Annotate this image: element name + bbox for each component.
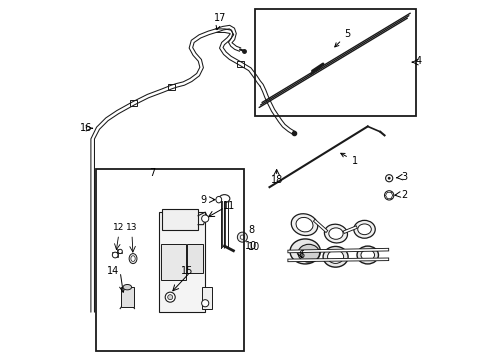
Ellipse shape [295, 217, 312, 232]
Bar [201, 287, 212, 309]
Bar [162, 208, 198, 230]
Text: 5: 5 [334, 29, 350, 47]
Circle shape [201, 215, 208, 222]
Bar [186, 244, 203, 273]
Text: 14: 14 [106, 266, 119, 276]
Circle shape [240, 235, 244, 239]
Bar [237, 61, 244, 67]
Ellipse shape [291, 214, 317, 235]
Ellipse shape [216, 197, 221, 203]
Text: 17: 17 [214, 13, 226, 30]
Text: 12: 12 [113, 223, 124, 232]
Circle shape [387, 177, 390, 180]
Circle shape [165, 292, 175, 302]
Bar [130, 100, 137, 106]
Bar [255, 9, 415, 116]
Text: 15: 15 [181, 266, 193, 276]
Text: 13: 13 [126, 223, 138, 232]
Text: 3: 3 [400, 172, 406, 183]
Text: 10: 10 [247, 242, 260, 252]
Ellipse shape [129, 253, 137, 264]
Text: 4: 4 [415, 57, 421, 66]
Text: 1: 1 [340, 153, 357, 166]
Circle shape [167, 295, 172, 300]
Ellipse shape [323, 247, 347, 267]
Circle shape [237, 232, 247, 242]
Bar [96, 169, 244, 351]
Text: 9: 9 [201, 195, 206, 204]
Ellipse shape [353, 220, 374, 238]
Ellipse shape [123, 284, 131, 290]
Ellipse shape [219, 195, 229, 203]
Text: 8: 8 [247, 225, 254, 235]
Ellipse shape [327, 250, 343, 264]
Circle shape [118, 249, 122, 253]
Circle shape [385, 175, 392, 182]
Text: 11: 11 [223, 201, 235, 211]
Ellipse shape [357, 224, 370, 235]
Bar [167, 84, 175, 90]
Text: 7: 7 [149, 168, 156, 178]
Circle shape [112, 252, 118, 258]
Ellipse shape [289, 239, 320, 264]
Text: 2: 2 [400, 190, 407, 200]
Ellipse shape [324, 224, 347, 243]
Text: 18: 18 [270, 175, 282, 185]
Circle shape [201, 300, 208, 307]
Bar [121, 287, 134, 307]
Text: 10: 10 [244, 241, 256, 251]
Ellipse shape [298, 244, 319, 262]
Bar [159, 212, 205, 312]
Bar [160, 244, 185, 280]
Ellipse shape [360, 249, 374, 260]
Ellipse shape [328, 228, 343, 239]
Text: 16: 16 [80, 123, 92, 133]
Ellipse shape [356, 246, 378, 264]
Text: 6: 6 [297, 250, 304, 260]
Ellipse shape [131, 256, 135, 261]
Circle shape [384, 191, 393, 200]
